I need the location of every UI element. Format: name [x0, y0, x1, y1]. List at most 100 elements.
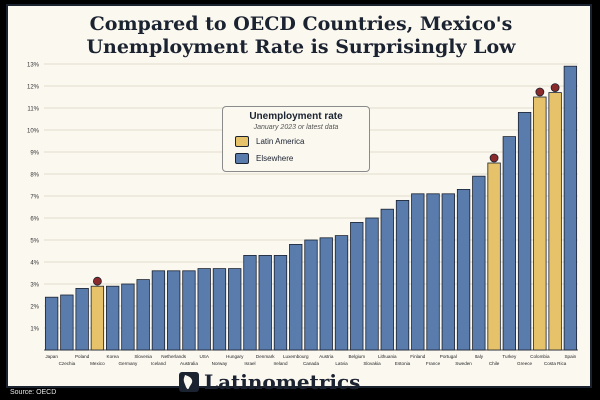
x-tick-label: Slovenia: [134, 354, 152, 359]
bar-korea: [106, 285, 120, 351]
flag-marker-icon: [489, 153, 499, 163]
x-tick-label: Iceland: [151, 361, 166, 366]
bar-usa: [197, 268, 211, 351]
x-tick-label: Portugal: [440, 354, 457, 359]
chart-title-line-2: Unemployment Rate is Surprisingly Low: [86, 36, 516, 58]
x-tick-label: Israel: [244, 361, 255, 366]
bar-denmark: [258, 254, 272, 351]
x-tick-label: Italy: [475, 354, 484, 359]
x-tick-label: Slovakia: [363, 361, 381, 366]
legend-swatch-latin-america: [235, 135, 249, 147]
latinometrics-logo-icon: [179, 372, 199, 392]
flag-marker-icon: [550, 83, 560, 92]
x-tick-label: Denmark: [256, 354, 275, 359]
bar-finland: [411, 193, 425, 351]
x-tick-label: Estonia: [395, 361, 411, 366]
flag-marker-icon: [93, 276, 102, 286]
bar-ireland: [273, 254, 288, 351]
bar-greece: [517, 112, 532, 351]
x-tick-label: Greece: [517, 361, 533, 366]
legend-subtitle: January 2023 or latest data: [253, 124, 339, 131]
bar-germany: [121, 283, 135, 351]
x-tick-label: Turkey: [502, 354, 517, 359]
bar-portugal: [441, 193, 455, 351]
x-tick-label: Ireland: [273, 361, 287, 366]
bar-latvia: [334, 235, 349, 351]
brand-name: Latinometrics: [204, 370, 361, 394]
x-tick-label: Korea: [107, 354, 120, 359]
y-tick-label: 12%: [27, 85, 40, 91]
y-tick-label: 11%: [27, 107, 39, 113]
bar-czechia: [60, 294, 74, 351]
y-tick-label: 4%: [30, 261, 39, 267]
x-tick-label: Belgium: [348, 354, 365, 359]
x-tick-label: Czechia: [59, 361, 76, 366]
bar-spain: [563, 65, 578, 351]
bar-norway: [212, 268, 227, 351]
x-tick-label: Japan: [45, 354, 58, 359]
chart-card: Compared to OECD Countries, Mexico's Une…: [6, 4, 592, 394]
bar-austria: [319, 237, 333, 351]
bar-estonia: [395, 199, 410, 351]
x-tick-label: Netherlands: [161, 354, 186, 359]
y-tick-label: 10%: [27, 129, 40, 135]
x-tick-label: Austria: [319, 354, 334, 359]
x-tick-label: USA: [199, 354, 209, 359]
bar-italy: [472, 175, 486, 351]
chart-title-line-1: Compared to OECD Countries, Mexico's: [89, 13, 513, 35]
x-tick-label: Hungary: [226, 354, 244, 359]
x-tick-label: Latvia: [335, 361, 348, 366]
brand: Latinometrics: [178, 370, 360, 394]
x-tick-label: Lithuania: [378, 354, 397, 359]
bar-japan: [44, 296, 59, 351]
bar-hungary: [228, 268, 242, 351]
x-tick-label: France: [426, 361, 441, 366]
y-tick-label: 9%: [30, 151, 39, 157]
bar-israel: [243, 254, 257, 351]
x-tick-label: Spain: [564, 354, 576, 359]
bar-luxembourg: [289, 243, 303, 351]
y-tick-label: 3%: [30, 283, 39, 289]
bar-iceland: [151, 270, 166, 351]
x-tick-label: Chile: [489, 361, 500, 366]
bar-belgium: [350, 221, 364, 351]
x-tick-label: Colombia: [530, 354, 550, 359]
bar-france: [426, 193, 440, 351]
x-tick-label: Germany: [118, 361, 138, 366]
source-note: Source: OECD: [10, 389, 57, 396]
legend-label-latin-america: Latin America: [256, 136, 305, 146]
legend: Unemployment rate January 2023 or latest…: [222, 106, 370, 172]
bar-lithuania: [380, 208, 394, 351]
legend-label-elsewhere: Elsewhere: [256, 153, 294, 163]
bar-colombia: [533, 96, 547, 351]
x-tick-label: Luxembourg: [283, 354, 309, 359]
y-tick-label: 13%: [27, 63, 40, 69]
x-tick-label: Costa Rica: [544, 361, 567, 366]
bar-mexico: [90, 285, 105, 351]
x-tick-label: Australia: [180, 361, 198, 366]
bar-netherlands: [167, 270, 181, 351]
bar-sweden: [456, 188, 471, 351]
bar-canada: [304, 239, 318, 351]
bar-slovakia: [365, 217, 379, 351]
y-tick-label: 8%: [30, 173, 39, 179]
bar-slovenia: [136, 279, 150, 351]
legend-swatch-elsewhere: [235, 152, 249, 164]
x-tick-label: Norway: [212, 361, 228, 366]
legend-item-latin-america: Latin America: [235, 135, 304, 147]
bar-costa-rica: [548, 92, 562, 351]
x-tick-label: Poland: [75, 354, 90, 359]
bar-chile: [487, 162, 501, 351]
x-tick-label: Sweden: [455, 361, 472, 366]
x-tick-label: Canada: [303, 361, 320, 366]
legend-item-elsewhere: Elsewhere: [235, 152, 293, 164]
y-tick-label: 6%: [30, 217, 39, 223]
bar-turkey: [502, 136, 516, 351]
x-tick-label: Mexico: [90, 361, 105, 366]
legend-title: Unemployment rate: [249, 111, 343, 122]
y-tick-label: 5%: [30, 239, 39, 245]
y-tick-label: 1%: [30, 327, 39, 333]
bar-poland: [75, 287, 89, 351]
bar-chart: 1% 2% 3% 4% 5% 6% 7% 8% 9% 10% 11% 12% 13% JapanCzech…: [27, 63, 578, 366]
y-tick-label: 2%: [30, 305, 39, 311]
